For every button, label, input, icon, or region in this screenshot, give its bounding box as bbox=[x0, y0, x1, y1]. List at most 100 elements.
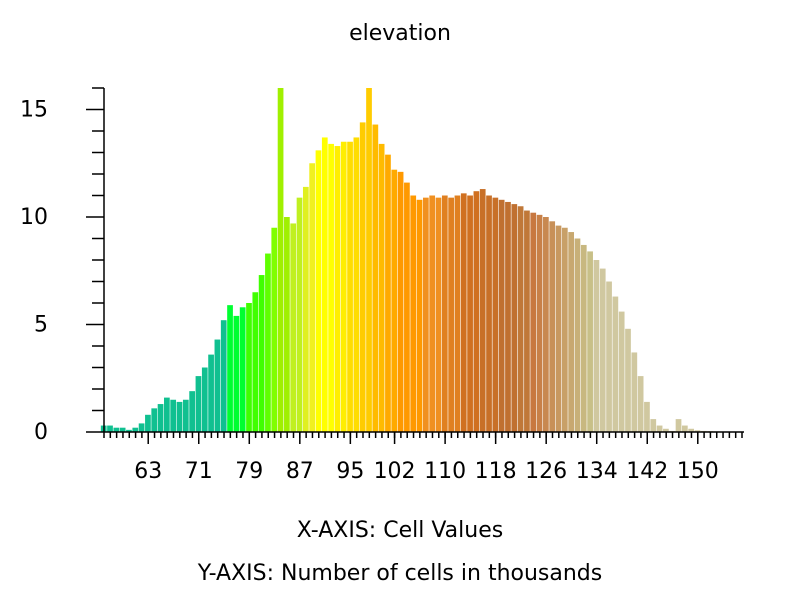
histogram-bar bbox=[612, 296, 619, 432]
histogram-bar bbox=[524, 210, 530, 432]
histogram-bar bbox=[681, 425, 688, 432]
histogram-bar bbox=[227, 305, 233, 432]
x-tick-label: 87 bbox=[286, 459, 314, 484]
histogram-bar bbox=[688, 428, 695, 432]
histogram-bar bbox=[176, 401, 183, 432]
histogram-bar bbox=[220, 320, 227, 432]
histogram-bar bbox=[233, 315, 240, 432]
histogram-bar bbox=[151, 408, 158, 432]
histogram-bar bbox=[404, 182, 410, 432]
histogram-bar bbox=[246, 303, 252, 432]
y-tick-label: 15 bbox=[20, 98, 48, 123]
x-tick-label: 63 bbox=[134, 459, 162, 484]
histogram-bar bbox=[593, 260, 600, 432]
histogram-bar bbox=[530, 212, 537, 432]
histogram-bar bbox=[214, 339, 221, 432]
histogram-bar bbox=[492, 197, 499, 432]
histogram-bar bbox=[309, 163, 316, 432]
x-tick-label: 118 bbox=[475, 459, 517, 484]
histogram-bar bbox=[549, 221, 556, 432]
y-tick-label: 0 bbox=[34, 420, 48, 445]
histogram-bar bbox=[656, 425, 663, 432]
chart-title: elevation bbox=[349, 21, 451, 46]
histogram-bar bbox=[543, 217, 549, 432]
histogram-bar bbox=[663, 428, 669, 432]
histogram-bar bbox=[258, 275, 265, 432]
histogram-bar bbox=[145, 414, 151, 432]
histogram-bar bbox=[347, 141, 353, 432]
histogram-bar bbox=[321, 137, 328, 432]
histogram-bar bbox=[580, 244, 587, 432]
histogram-bar bbox=[511, 204, 518, 432]
histogram-bar bbox=[568, 232, 575, 432]
histogram-bar bbox=[391, 169, 398, 432]
histogram-bar bbox=[195, 376, 202, 432]
histogram-bar bbox=[366, 88, 372, 432]
histogram-bar bbox=[359, 122, 366, 433]
axes-group: 0 5 10 15 63 71 79 87 95 102 110 118 126 134 142 150 bbox=[20, 87, 744, 484]
histogram-bar bbox=[113, 427, 120, 432]
histogram-bar bbox=[340, 141, 347, 432]
x-tick-label: 142 bbox=[626, 459, 668, 484]
histogram-bar bbox=[460, 193, 467, 432]
histogram-bar bbox=[536, 214, 543, 432]
histogram-bar bbox=[631, 352, 638, 432]
histogram-bar bbox=[555, 225, 562, 432]
x-tick-label: 134 bbox=[576, 459, 618, 484]
histogram-bar bbox=[505, 201, 511, 432]
histogram-bar bbox=[182, 399, 189, 432]
histogram-bar bbox=[473, 191, 480, 432]
histogram-bar bbox=[208, 354, 214, 432]
histogram-bar bbox=[302, 186, 309, 432]
histogram-bar bbox=[675, 419, 682, 432]
histogram-bar bbox=[157, 404, 164, 432]
histogram-bar bbox=[574, 238, 581, 432]
histogram-bar bbox=[587, 251, 593, 432]
histogram-bar bbox=[479, 189, 486, 432]
histogram-bar bbox=[239, 307, 246, 432]
histogram-bar bbox=[296, 197, 303, 432]
histogram-bar bbox=[618, 311, 625, 432]
x-tick-label: 150 bbox=[677, 459, 719, 484]
histogram-bar bbox=[435, 197, 442, 432]
histogram-bar bbox=[423, 197, 429, 432]
y-tick-label: 10 bbox=[20, 205, 48, 230]
histogram-bar bbox=[517, 206, 524, 432]
histogram-bar bbox=[277, 88, 284, 432]
histogram-bar bbox=[378, 143, 385, 432]
histogram-bar bbox=[410, 195, 417, 432]
histogram-bar bbox=[448, 197, 454, 432]
histogram-bar bbox=[441, 195, 448, 432]
histogram-bar bbox=[429, 195, 436, 432]
histogram-bar bbox=[252, 292, 259, 432]
histogram-bar bbox=[315, 150, 322, 432]
histogram-bar bbox=[284, 217, 290, 432]
histogram-bar bbox=[119, 427, 126, 432]
histogram-bar bbox=[189, 391, 195, 432]
histogram-bar bbox=[454, 195, 461, 432]
bars-group bbox=[100, 88, 739, 433]
histogram-bar bbox=[353, 137, 360, 432]
histogram-bar bbox=[271, 227, 278, 432]
histogram-bar bbox=[201, 367, 208, 432]
x-axis-label: X-AXIS: Cell Values bbox=[297, 518, 503, 543]
x-tick-label: 95 bbox=[336, 459, 364, 484]
histogram-bar bbox=[486, 195, 492, 432]
histogram-bar bbox=[372, 124, 379, 433]
histogram-bar bbox=[164, 397, 170, 432]
histogram-bar bbox=[625, 328, 631, 432]
histogram-bar bbox=[498, 199, 505, 432]
histogram-bar bbox=[467, 195, 473, 432]
histogram-bar bbox=[694, 430, 701, 432]
x-tick-label: 71 bbox=[185, 459, 213, 484]
histogram-bar bbox=[334, 146, 341, 433]
histogram-bar bbox=[328, 143, 334, 432]
histogram-bar bbox=[637, 376, 644, 432]
histogram-bar bbox=[561, 227, 568, 432]
histogram-bar bbox=[126, 429, 132, 432]
histogram-bar bbox=[290, 223, 297, 432]
x-tick-label: 79 bbox=[235, 459, 263, 484]
x-tick-label: 110 bbox=[424, 459, 466, 484]
histogram-bar bbox=[599, 268, 606, 432]
